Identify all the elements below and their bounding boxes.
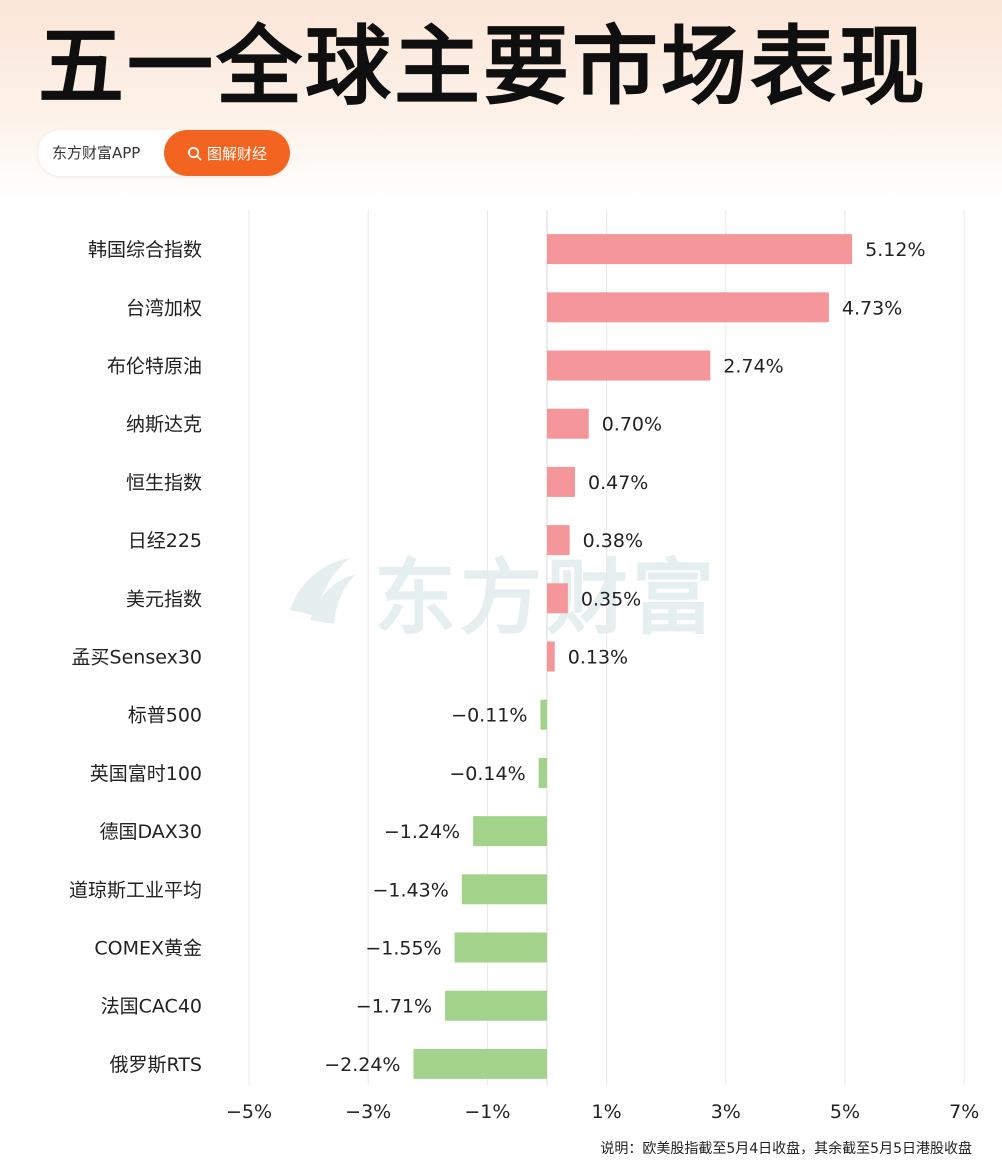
category-label: 德国DAX30 — [100, 821, 203, 843]
watermark-text: 东方财富 — [374, 550, 719, 646]
category-label: 美元指数 — [126, 588, 202, 610]
value-label: 0.13% — [568, 647, 628, 669]
bar — [445, 990, 547, 1021]
category-label: 道琼斯工业平均 — [69, 879, 202, 901]
value-label: 0.70% — [602, 414, 662, 436]
x-tick-label: 3% — [711, 1101, 741, 1123]
category-label: 日经225 — [128, 530, 202, 552]
value-label: −1.71% — [356, 996, 432, 1018]
bar — [547, 408, 589, 439]
category-label: COMEX黄金 — [94, 938, 202, 960]
bar — [454, 932, 547, 963]
bar — [547, 292, 829, 323]
x-tick-label: −3% — [345, 1101, 391, 1123]
category-label: 恒生指数 — [126, 472, 202, 494]
value-labels: 5.12% 4.73% 2.74% 0.70% 0.47% 0.38% 0.35% 0.13%… — [324, 239, 925, 1076]
tag-label: 图解财经 — [206, 144, 267, 163]
bar — [547, 466, 576, 497]
search-icon — [188, 146, 202, 160]
category-label: 英国富时100 — [90, 763, 202, 785]
brand-name: 东方财富APP — [52, 144, 141, 162]
bar — [538, 757, 547, 788]
bars — [413, 234, 853, 1079]
value-label: 4.73% — [842, 297, 902, 319]
bar — [547, 350, 711, 381]
category-label: 韩国综合指数 — [88, 239, 202, 261]
x-tick-label: 5% — [830, 1101, 860, 1123]
x-tick-label: 1% — [592, 1101, 622, 1123]
x-tick-label: 7% — [949, 1101, 979, 1123]
category-label: 标普500 — [128, 705, 202, 727]
watermark: 东方财富 — [280, 540, 760, 646]
value-label: 0.38% — [583, 530, 643, 552]
category-label: 台湾加权 — [126, 297, 202, 319]
value-label: −0.14% — [449, 763, 525, 785]
x-tick-label: −5% — [226, 1101, 272, 1123]
category-label: 布伦特原油 — [107, 356, 202, 378]
bar — [540, 699, 547, 730]
bar — [473, 816, 547, 847]
value-label: 0.47% — [588, 472, 648, 494]
bar — [547, 641, 555, 672]
category-label: 法国CAC40 — [101, 996, 202, 1018]
value-label: −1.43% — [372, 879, 448, 901]
value-label: −0.11% — [451, 705, 527, 727]
value-label: −2.24% — [324, 1054, 400, 1076]
category-label: 俄罗斯RTS — [110, 1054, 203, 1076]
watermark-logo-icon — [290, 558, 356, 624]
value-label: −1.55% — [365, 938, 441, 960]
page-title: 五一全球主要市场表现 — [38, 17, 928, 117]
footnote: 说明：欧美股指截至5月4日收盘，其余截至5月5日港股收盘 — [600, 1141, 972, 1157]
value-label: 0.35% — [581, 588, 641, 610]
bar — [547, 234, 853, 265]
brand-pill: 东方财富APP 图解财经 — [38, 130, 290, 176]
bar — [461, 874, 547, 905]
x-tick-label: −1% — [464, 1101, 510, 1123]
value-label: 2.74% — [723, 356, 783, 378]
value-label: 5.12% — [865, 239, 925, 261]
category-label: 纳斯达克 — [126, 414, 202, 436]
bar — [547, 583, 568, 614]
value-label: −1.24% — [384, 821, 460, 843]
x-axis-ticks: −5% −3% −1% 1% 3% 5% 7% — [226, 1101, 979, 1123]
bar — [547, 525, 570, 556]
category-label: 孟买Sensex30 — [72, 647, 202, 669]
tag-button[interactable]: 图解财经 — [164, 130, 290, 176]
bar — [413, 1048, 547, 1079]
